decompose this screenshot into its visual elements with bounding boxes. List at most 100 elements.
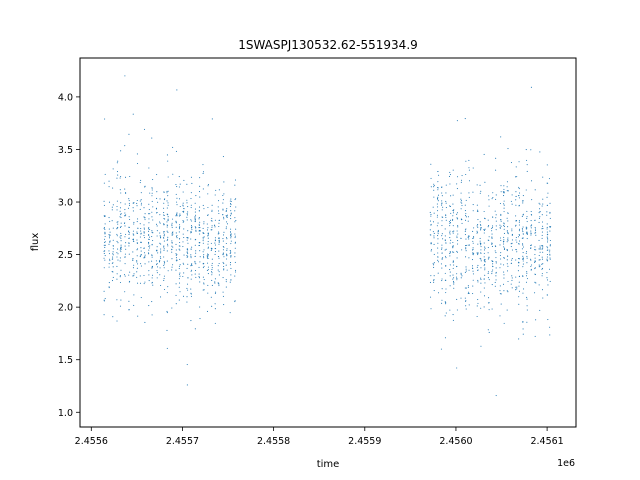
data-point [120, 202, 122, 204]
data-point [143, 274, 145, 277]
data-point [230, 198, 232, 200]
data-point [151, 282, 153, 284]
data-point [473, 236, 475, 238]
data-point [541, 289, 544, 291]
data-point [538, 239, 540, 242]
data-point [452, 319, 454, 321]
data-point [128, 198, 130, 200]
data-point [465, 266, 467, 268]
data-point [215, 247, 217, 250]
data-point [222, 240, 224, 242]
data-point [441, 252, 443, 254]
data-point [226, 248, 228, 250]
data-point [230, 243, 232, 245]
data-point [211, 209, 213, 211]
data-point [103, 250, 105, 252]
data-point [538, 248, 540, 250]
data-point [526, 216, 528, 218]
data-point [461, 249, 463, 251]
data-point [109, 258, 111, 260]
data-point [495, 217, 497, 219]
data-point [203, 257, 205, 259]
y-tick-label: 1.5 [58, 355, 73, 366]
data-point [203, 254, 205, 256]
data-point [217, 206, 219, 208]
data-point [460, 272, 462, 274]
data-point [479, 221, 481, 223]
data-point [525, 149, 527, 151]
data-point [464, 229, 466, 231]
data-point [226, 214, 229, 216]
data-point [112, 239, 114, 241]
data-point [222, 254, 224, 256]
data-point [226, 238, 228, 240]
data-point [465, 228, 467, 230]
data-point [117, 248, 119, 250]
data-point [546, 249, 548, 251]
data-point [222, 234, 225, 236]
data-point [103, 241, 106, 244]
data-point [511, 234, 513, 236]
data-point [441, 257, 443, 259]
data-point [182, 262, 184, 264]
y-tick-label: 1.0 [58, 408, 73, 419]
data-point [108, 201, 111, 203]
data-point [507, 148, 509, 150]
data-point [120, 225, 122, 228]
data-point [223, 269, 225, 271]
data-point [437, 229, 439, 232]
data-point [210, 249, 212, 251]
data-point [186, 267, 188, 269]
data-point [491, 284, 493, 286]
data-point [199, 281, 201, 283]
data-point [518, 303, 520, 305]
data-point [230, 212, 232, 214]
data-point [452, 169, 454, 171]
data-point [191, 220, 193, 222]
data-point [506, 181, 508, 183]
data-point [503, 257, 506, 259]
data-point [522, 263, 524, 265]
data-point [530, 234, 532, 236]
data-point [171, 307, 173, 309]
data-point [525, 232, 528, 234]
data-point [163, 278, 165, 280]
data-point [186, 248, 188, 250]
data-point [163, 191, 165, 193]
data-point [207, 185, 209, 187]
data-point [120, 192, 122, 194]
data-point [437, 238, 439, 240]
data-point [103, 227, 105, 230]
data-point [506, 290, 508, 292]
data-point [112, 227, 114, 229]
data-point [215, 189, 217, 191]
data-point [546, 258, 548, 260]
data-point [433, 232, 435, 235]
data-point [487, 219, 489, 221]
data-point [441, 267, 443, 269]
data-point [500, 225, 502, 227]
data-point [534, 268, 536, 270]
data-point [234, 210, 236, 212]
data-point [207, 237, 209, 239]
data-point [476, 184, 478, 186]
data-point [433, 237, 435, 239]
data-point [178, 268, 180, 270]
data-point [117, 223, 119, 225]
data-point [472, 267, 474, 270]
data-point [222, 155, 224, 158]
data-point [477, 299, 479, 301]
data-point [437, 196, 439, 198]
data-point [175, 249, 177, 251]
data-point [137, 227, 139, 229]
data-point [546, 279, 549, 281]
data-point [119, 226, 122, 228]
data-point [132, 267, 134, 269]
data-point [151, 137, 153, 139]
data-point [526, 321, 528, 323]
data-point [119, 210, 121, 212]
data-point [440, 348, 442, 350]
data-point [148, 261, 150, 263]
data-point [542, 203, 544, 205]
data-point [214, 308, 216, 310]
